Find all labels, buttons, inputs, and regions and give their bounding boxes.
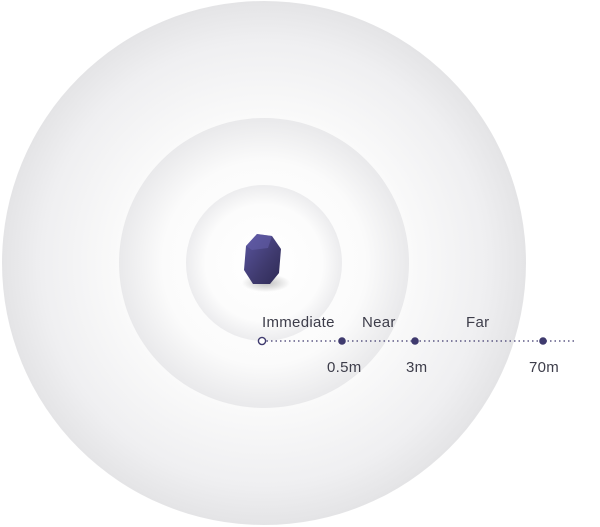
zone-label-far: Far <box>466 314 489 331</box>
marker-near-boundary <box>411 337 419 345</box>
marker-immediate-boundary <box>338 337 346 345</box>
distance-label-3m: 3m <box>406 359 427 376</box>
distance-label-70m: 70m <box>529 359 559 376</box>
zone-label-near: Near <box>362 314 396 331</box>
zone-label-immediate: Immediate <box>262 314 335 331</box>
distance-label-0-5m: 0.5m <box>327 359 362 376</box>
beacon-stone-icon <box>244 234 281 284</box>
marker-far-boundary <box>539 337 547 345</box>
origin-ring-marker <box>257 336 267 346</box>
